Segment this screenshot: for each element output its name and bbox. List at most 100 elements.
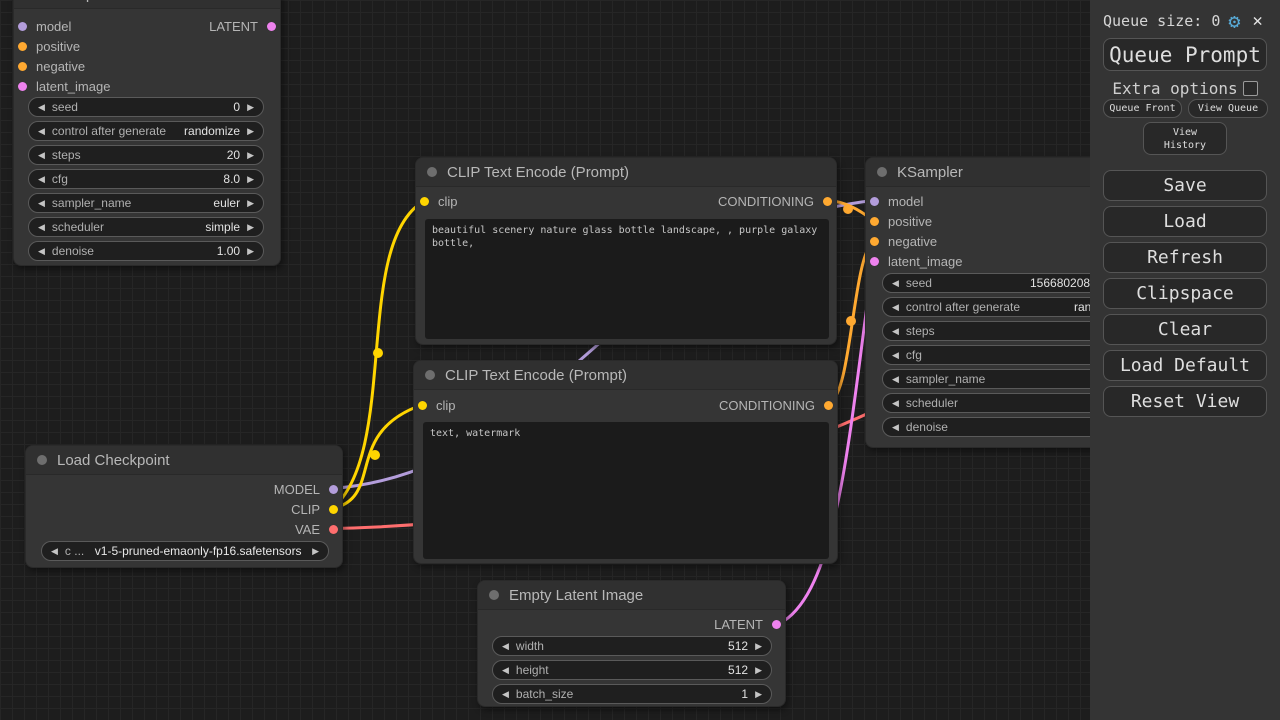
queue-prompt-button[interactable]: Queue Prompt [1103, 38, 1267, 71]
port-dot-icon[interactable] [329, 524, 338, 534]
increment-icon[interactable]: ▶ [755, 640, 762, 651]
port-dot-icon[interactable] [18, 81, 27, 91]
port-dot-icon[interactable] [870, 256, 879, 266]
port-dot-icon[interactable] [267, 21, 276, 31]
output-port-model[interactable]: MODEL [274, 479, 338, 499]
port-dot-icon[interactable] [18, 21, 27, 31]
output-port-clip[interactable]: CLIP [291, 499, 338, 519]
increment-icon[interactable]: ▶ [312, 545, 319, 556]
decrement-icon[interactable]: ◀ [38, 197, 45, 208]
widget-steps[interactable]: ◀ steps 20 ▶ [28, 145, 264, 165]
decrement-icon[interactable]: ◀ [502, 688, 509, 699]
collapse-dot-icon[interactable] [37, 455, 47, 465]
decrement-icon[interactable]: ◀ [892, 349, 899, 360]
input-port-positive[interactable]: positive [18, 36, 80, 56]
increment-icon[interactable]: ▶ [247, 221, 254, 232]
output-port-latent[interactable]: LATENT [714, 614, 781, 634]
input-port-negative[interactable]: negative [870, 231, 937, 251]
widget-denoise[interactable]: ◀ denoise 1.00 ▶ [28, 241, 264, 261]
decrement-icon[interactable]: ◀ [51, 545, 58, 556]
collapse-dot-icon[interactable] [877, 167, 887, 177]
collapse-dot-icon[interactable] [489, 590, 499, 600]
decrement-icon[interactable]: ◀ [38, 245, 45, 256]
output-port-vae[interactable]: VAE [295, 519, 338, 539]
node-title-bar[interactable]: KSampler [14, 0, 280, 9]
port-dot-icon[interactable] [870, 196, 879, 206]
port-dot-icon[interactable] [18, 61, 27, 71]
input-port-latent-image[interactable]: latent_image [18, 76, 110, 96]
widget-control-after-generate[interactable]: ◀ control after generate randomize ▶ [28, 121, 264, 141]
decrement-icon[interactable]: ◀ [38, 149, 45, 160]
prompt-textarea[interactable]: beautiful scenery nature glass bottle la… [425, 219, 829, 339]
decrement-icon[interactable]: ◀ [502, 664, 509, 675]
increment-icon[interactable]: ▶ [755, 664, 762, 675]
increment-icon[interactable]: ▶ [755, 688, 762, 699]
decrement-icon[interactable]: ◀ [892, 301, 899, 312]
input-port-model[interactable]: model [870, 191, 923, 211]
load-default-button[interactable]: Load Default [1103, 350, 1267, 381]
collapse-dot-icon[interactable] [427, 167, 437, 177]
decrement-icon[interactable]: ◀ [892, 277, 899, 288]
extra-options-checkbox[interactable] [1242, 80, 1258, 96]
node-ksampler-left[interactable]: KSampler model positive negative latent_… [13, 0, 281, 266]
port-dot-icon[interactable] [772, 619, 781, 629]
node-title-bar[interactable]: CLIP Text Encode (Prompt) [416, 158, 836, 187]
widget-batch-size[interactable]: ◀ batch_size 1 ▶ [492, 684, 772, 704]
port-dot-icon[interactable] [18, 41, 27, 51]
port-dot-icon[interactable] [870, 216, 879, 226]
load-button[interactable]: Load [1103, 206, 1267, 237]
clipspace-button[interactable]: Clipspace [1103, 278, 1267, 309]
close-icon[interactable]: ✕ [1252, 11, 1263, 31]
node-load-checkpoint[interactable]: Load Checkpoint MODEL CLIP VAE ◀ c ... v… [25, 445, 343, 568]
input-port-clip[interactable]: clip [420, 191, 458, 211]
decrement-icon[interactable]: ◀ [38, 221, 45, 232]
decrement-icon[interactable]: ◀ [38, 101, 45, 112]
widget-width[interactable]: ◀ width 512 ▶ [492, 636, 772, 656]
node-title-bar[interactable]: Empty Latent Image [478, 581, 785, 610]
input-port-model[interactable]: model [18, 16, 71, 36]
input-port-clip[interactable]: clip [418, 395, 456, 415]
port-dot-icon[interactable] [824, 400, 833, 410]
collapse-dot-icon[interactable] [425, 370, 435, 380]
prompt-textarea[interactable]: text, watermark [423, 422, 829, 559]
decrement-icon[interactable]: ◀ [892, 373, 899, 384]
port-dot-icon[interactable] [329, 484, 338, 494]
decrement-icon[interactable]: ◀ [38, 125, 45, 136]
node-title-bar[interactable]: Load Checkpoint [26, 446, 342, 475]
widget-seed[interactable]: ◀ seed 0 ▶ [28, 97, 264, 117]
decrement-icon[interactable]: ◀ [38, 173, 45, 184]
save-button[interactable]: Save [1103, 170, 1267, 201]
widget-ckpt-name[interactable]: ◀ c ... v1-5-pruned-emaonly-fp16.safeten… [41, 541, 329, 561]
widget-cfg[interactable]: ◀ cfg 8.0 ▶ [28, 169, 264, 189]
input-port-negative[interactable]: negative [18, 56, 85, 76]
widget-scheduler[interactable]: ◀ scheduler simple ▶ [28, 217, 264, 237]
decrement-icon[interactable]: ◀ [502, 640, 509, 651]
widget-height[interactable]: ◀ height 512 ▶ [492, 660, 772, 680]
decrement-icon[interactable]: ◀ [892, 421, 899, 432]
view-history-button[interactable]: View History [1143, 122, 1227, 155]
port-dot-icon[interactable] [823, 196, 832, 206]
reset-view-button[interactable]: Reset View [1103, 386, 1267, 417]
decrement-icon[interactable]: ◀ [892, 397, 899, 408]
port-dot-icon[interactable] [329, 504, 338, 514]
node-title-bar[interactable]: CLIP Text Encode (Prompt) [414, 361, 837, 390]
refresh-button[interactable]: Refresh [1103, 242, 1267, 273]
port-dot-icon[interactable] [870, 236, 879, 246]
increment-icon[interactable]: ▶ [247, 149, 254, 160]
view-queue-button[interactable]: View Queue [1188, 99, 1268, 118]
node-empty-latent-image[interactable]: Empty Latent Image LATENT ◀ width 512 ▶ … [477, 580, 786, 707]
settings-gear-icon[interactable]: ⚙ [1228, 9, 1241, 33]
input-port-positive[interactable]: positive [870, 211, 932, 231]
increment-icon[interactable]: ▶ [247, 101, 254, 112]
increment-icon[interactable]: ▶ [247, 173, 254, 184]
input-port-latent-image[interactable]: latent_image [870, 251, 962, 271]
increment-icon[interactable]: ▶ [247, 245, 254, 256]
node-clip-text-encode-positive[interactable]: CLIP Text Encode (Prompt) clip CONDITION… [415, 157, 837, 345]
queue-front-button[interactable]: Queue Front [1103, 99, 1182, 118]
node-clip-text-encode-negative[interactable]: CLIP Text Encode (Prompt) clip CONDITION… [413, 360, 838, 564]
increment-icon[interactable]: ▶ [247, 197, 254, 208]
output-port-conditioning[interactable]: CONDITIONING [718, 191, 832, 211]
port-dot-icon[interactable] [418, 400, 427, 410]
increment-icon[interactable]: ▶ [247, 125, 254, 136]
decrement-icon[interactable]: ◀ [892, 325, 899, 336]
